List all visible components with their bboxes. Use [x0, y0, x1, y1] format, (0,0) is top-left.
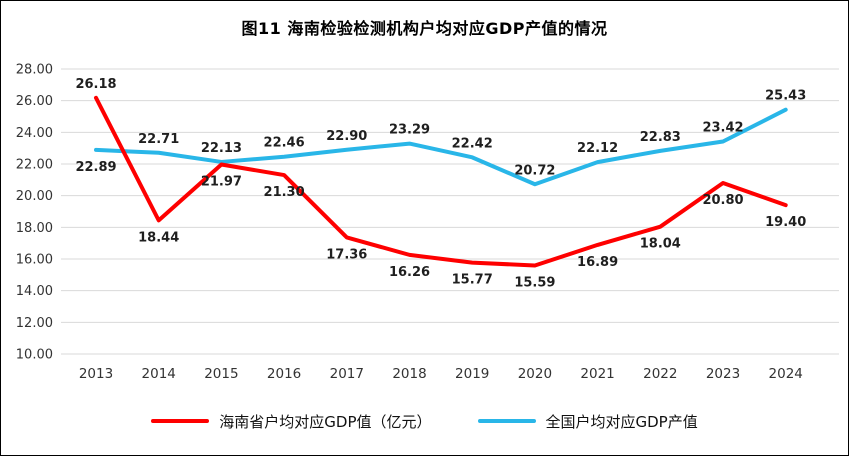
chart-plot: 10.00 12.00 14.00 16.00 18.00 20.00 22.00 24.00… — [16, 63, 839, 382]
x-axis-label: 2013 — [79, 366, 113, 382]
x-axis-label: 2024 — [769, 366, 803, 382]
x-axis-label: 2017 — [330, 366, 364, 382]
series-line-1 — [94, 107, 788, 187]
x-axis-label: 2019 — [455, 366, 489, 382]
x-axis-label: 2022 — [643, 366, 677, 382]
legend-line-blue-icon — [477, 419, 536, 423]
x-axis-label: 2015 — [204, 366, 238, 382]
x-axis-label: 2020 — [518, 366, 552, 382]
y-axis-label: 12.00 — [16, 316, 53, 331]
data-label: 22.83 — [640, 130, 681, 145]
data-label: 25.43 — [765, 89, 806, 104]
y-axis-label: 28.00 — [16, 63, 53, 78]
data-label: 18.44 — [138, 230, 179, 245]
series-line-0 — [94, 95, 788, 268]
data-label: 16.26 — [389, 265, 430, 280]
data-label: 23.29 — [389, 123, 430, 138]
legend-line-red-icon — [151, 419, 210, 423]
y-axis-label: 22.00 — [16, 158, 53, 173]
y-axis-label: 20.00 — [16, 189, 53, 204]
data-label: 21.97 — [201, 174, 242, 189]
data-label: 17.36 — [326, 247, 367, 262]
data-label: 15.77 — [452, 273, 493, 288]
data-label: 22.13 — [201, 141, 242, 156]
x-axis-label: 2016 — [267, 366, 301, 382]
legend-label-national: 全国户均对应GDP产值 — [545, 412, 698, 431]
data-label: 22.46 — [264, 136, 305, 151]
legend-item-hainan: 海南省户均对应GDP值（亿元） — [151, 411, 432, 432]
data-label: 22.90 — [326, 129, 367, 144]
data-label: 18.04 — [640, 237, 681, 252]
x-axis-label: 2023 — [706, 366, 740, 382]
y-axis-label: 26.00 — [16, 94, 53, 109]
data-label: 26.18 — [75, 77, 116, 92]
y-axis-label: 14.00 — [16, 284, 53, 299]
data-label: 20.80 — [702, 193, 743, 208]
x-axis-label: 2018 — [392, 366, 426, 382]
data-label: 22.89 — [75, 160, 116, 175]
y-axis-label: 10.00 — [16, 348, 53, 363]
data-label: 20.72 — [514, 163, 555, 178]
data-label: 16.89 — [577, 255, 618, 270]
chart-legend: 海南省户均对应GDP值（亿元） 全国户均对应GDP产值 — [1, 392, 848, 450]
data-label: 21.30 — [264, 185, 305, 200]
legend-label-hainan: 海南省户均对应GDP值（亿元） — [219, 412, 432, 431]
y-axis-label: 24.00 — [16, 126, 53, 141]
y-axis-label: 18.00 — [16, 221, 53, 236]
data-label: 22.71 — [138, 132, 179, 147]
x-axis-label: 2021 — [580, 366, 614, 382]
data-label: 22.12 — [577, 141, 618, 156]
y-axis-label: 16.00 — [16, 253, 53, 268]
data-label: 22.42 — [452, 136, 493, 151]
data-label: 15.59 — [514, 275, 555, 290]
legend-item-national: 全国户均对应GDP产值 — [477, 411, 698, 432]
data-label: 19.40 — [765, 215, 806, 230]
chart-title: 图11 海南检验检测机构户均对应GDP产值的情况 — [241, 19, 608, 38]
x-axis-label: 2014 — [142, 366, 176, 382]
data-label: 23.42 — [702, 121, 743, 136]
